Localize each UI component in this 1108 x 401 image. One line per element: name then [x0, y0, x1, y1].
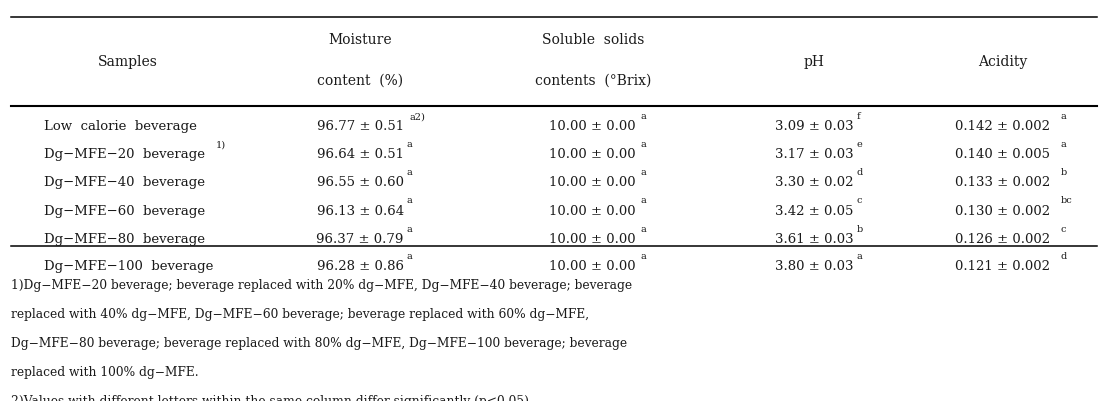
Text: b: b [1060, 168, 1067, 177]
Text: 3.42 ± 0.05: 3.42 ± 0.05 [776, 204, 853, 217]
Text: a: a [856, 251, 862, 260]
Text: Dg−MFE−80  beverage: Dg−MFE−80 beverage [44, 232, 205, 245]
Text: Soluble  solids: Soluble solids [542, 33, 644, 47]
Text: a: a [407, 224, 412, 233]
Text: 10.00 ± 0.00: 10.00 ± 0.00 [550, 120, 636, 133]
Text: c: c [856, 196, 862, 205]
Text: Dg−MFE−20  beverage: Dg−MFE−20 beverage [44, 148, 205, 161]
Text: Samples: Samples [98, 55, 157, 69]
Text: a: a [407, 251, 412, 260]
Text: 96.37 ± 0.79: 96.37 ± 0.79 [317, 232, 403, 245]
Text: Moisture: Moisture [328, 33, 392, 47]
Text: pH: pH [804, 55, 824, 69]
Text: 0.142 ± 0.002: 0.142 ± 0.002 [955, 120, 1050, 133]
Text: Dg−MFE−40  beverage: Dg−MFE−40 beverage [44, 176, 205, 189]
Text: 10.00 ± 0.00: 10.00 ± 0.00 [550, 176, 636, 189]
Text: 3.30 ± 0.02: 3.30 ± 0.02 [776, 176, 853, 189]
Text: 10.00 ± 0.00: 10.00 ± 0.00 [550, 259, 636, 272]
Text: content  (%): content (%) [317, 73, 403, 87]
Text: 96.28 ± 0.86: 96.28 ± 0.86 [317, 259, 403, 272]
Text: 10.00 ± 0.00: 10.00 ± 0.00 [550, 148, 636, 161]
Text: 0.133 ± 0.002: 0.133 ± 0.002 [955, 176, 1050, 189]
Text: a: a [407, 168, 412, 177]
Text: replaced with 100% dg−MFE.: replaced with 100% dg−MFE. [11, 365, 198, 378]
Text: a: a [1060, 112, 1066, 121]
Text: 96.13 ± 0.64: 96.13 ± 0.64 [317, 204, 403, 217]
Text: a: a [640, 112, 646, 121]
Text: a: a [640, 140, 646, 149]
Text: 96.64 ± 0.51: 96.64 ± 0.51 [317, 148, 403, 161]
Text: a: a [640, 251, 646, 260]
Text: Dg−MFE−80 beverage; beverage replaced with 80% dg−MFE, Dg−MFE−100 beverage; beve: Dg−MFE−80 beverage; beverage replaced wi… [11, 336, 627, 349]
Text: d: d [856, 168, 863, 177]
Text: bc: bc [1060, 196, 1073, 205]
Text: 96.77 ± 0.51: 96.77 ± 0.51 [317, 120, 403, 133]
Text: 3.80 ± 0.03: 3.80 ± 0.03 [776, 259, 853, 272]
Text: 3.61 ± 0.03: 3.61 ± 0.03 [776, 232, 853, 245]
Text: e: e [856, 140, 862, 149]
Text: 0.121 ± 0.002: 0.121 ± 0.002 [955, 259, 1050, 272]
Text: 3.17 ± 0.03: 3.17 ± 0.03 [776, 148, 853, 161]
Text: 0.126 ± 0.002: 0.126 ± 0.002 [955, 232, 1050, 245]
Text: 10.00 ± 0.00: 10.00 ± 0.00 [550, 204, 636, 217]
Text: 1): 1) [216, 140, 226, 149]
Text: a: a [640, 224, 646, 233]
Text: 96.55 ± 0.60: 96.55 ± 0.60 [317, 176, 403, 189]
Text: f: f [856, 112, 860, 121]
Text: 0.140 ± 0.005: 0.140 ± 0.005 [955, 148, 1050, 161]
Text: Dg−MFE−100  beverage: Dg−MFE−100 beverage [44, 259, 214, 272]
Text: a: a [407, 140, 412, 149]
Text: replaced with 40% dg−MFE, Dg−MFE−60 beverage; beverage replaced with 60% dg−MFE,: replaced with 40% dg−MFE, Dg−MFE−60 beve… [11, 308, 589, 320]
Text: a2): a2) [410, 112, 425, 121]
Text: a: a [1060, 140, 1066, 149]
Text: 10.00 ± 0.00: 10.00 ± 0.00 [550, 232, 636, 245]
Text: c: c [1060, 224, 1066, 233]
Text: d: d [1060, 251, 1067, 260]
Text: b: b [856, 224, 863, 233]
Text: contents  (°Brix): contents (°Brix) [534, 73, 652, 87]
Text: a: a [407, 196, 412, 205]
Text: 1)Dg−MFE−20 beverage; beverage replaced with 20% dg−MFE, Dg−MFE−40 beverage; bev: 1)Dg−MFE−20 beverage; beverage replaced … [11, 279, 633, 292]
Text: Acidity: Acidity [978, 55, 1027, 69]
Text: 0.130 ± 0.002: 0.130 ± 0.002 [955, 204, 1050, 217]
Text: a: a [640, 168, 646, 177]
Text: a: a [640, 196, 646, 205]
Text: Low  calorie  beverage: Low calorie beverage [44, 120, 197, 133]
Text: 3.09 ± 0.03: 3.09 ± 0.03 [776, 120, 853, 133]
Text: Dg−MFE−60  beverage: Dg−MFE−60 beverage [44, 204, 205, 217]
Text: 2)Values with different letters within the same column differ significantly (p<0: 2)Values with different letters within t… [11, 394, 533, 401]
